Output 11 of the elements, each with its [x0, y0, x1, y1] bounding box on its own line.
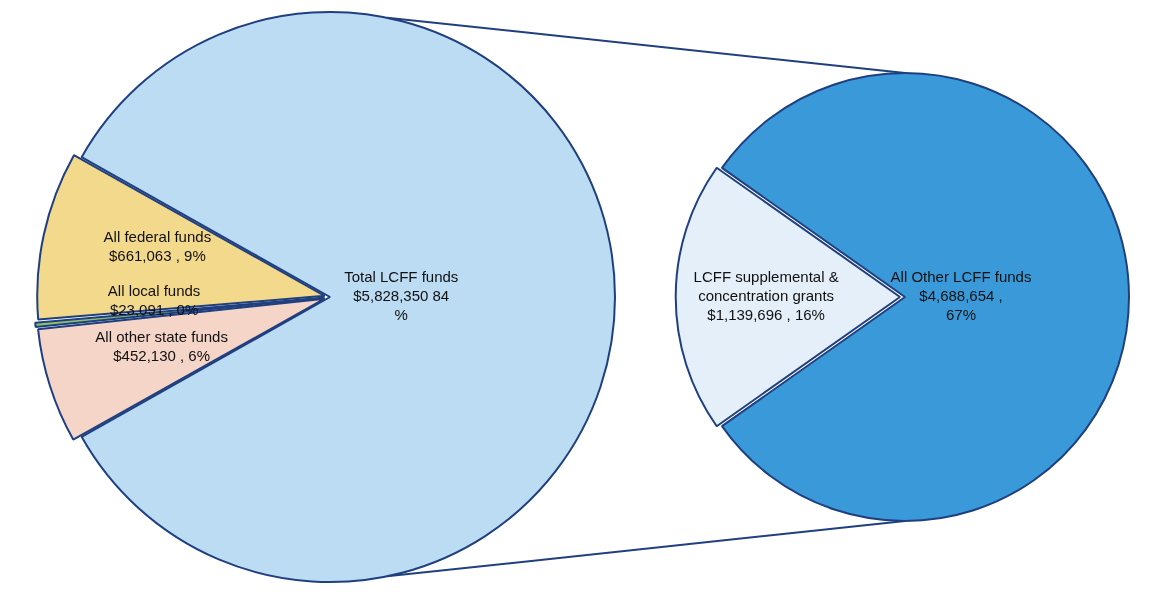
- data-label: $4,688,654 , 67%: [919, 287, 1003, 324]
- slice-label: Total LCFF funds: [344, 268, 459, 286]
- slice-label: LCFF supplemental & concentration grants: [693, 268, 839, 305]
- data-label: $452,130 , 6%: [113, 346, 211, 364]
- data-label: $1,139,696 , 16%: [707, 306, 825, 324]
- slice-label: All federal funds: [103, 227, 212, 245]
- data-label: $5,828,350 84 %: [353, 287, 450, 324]
- slice-label: All local funds: [107, 281, 201, 299]
- slice-label: All other state funds: [95, 327, 228, 345]
- slice-label: All Other LCFF funds: [890, 268, 1032, 286]
- data-label: $661,063 , 9%: [108, 246, 206, 264]
